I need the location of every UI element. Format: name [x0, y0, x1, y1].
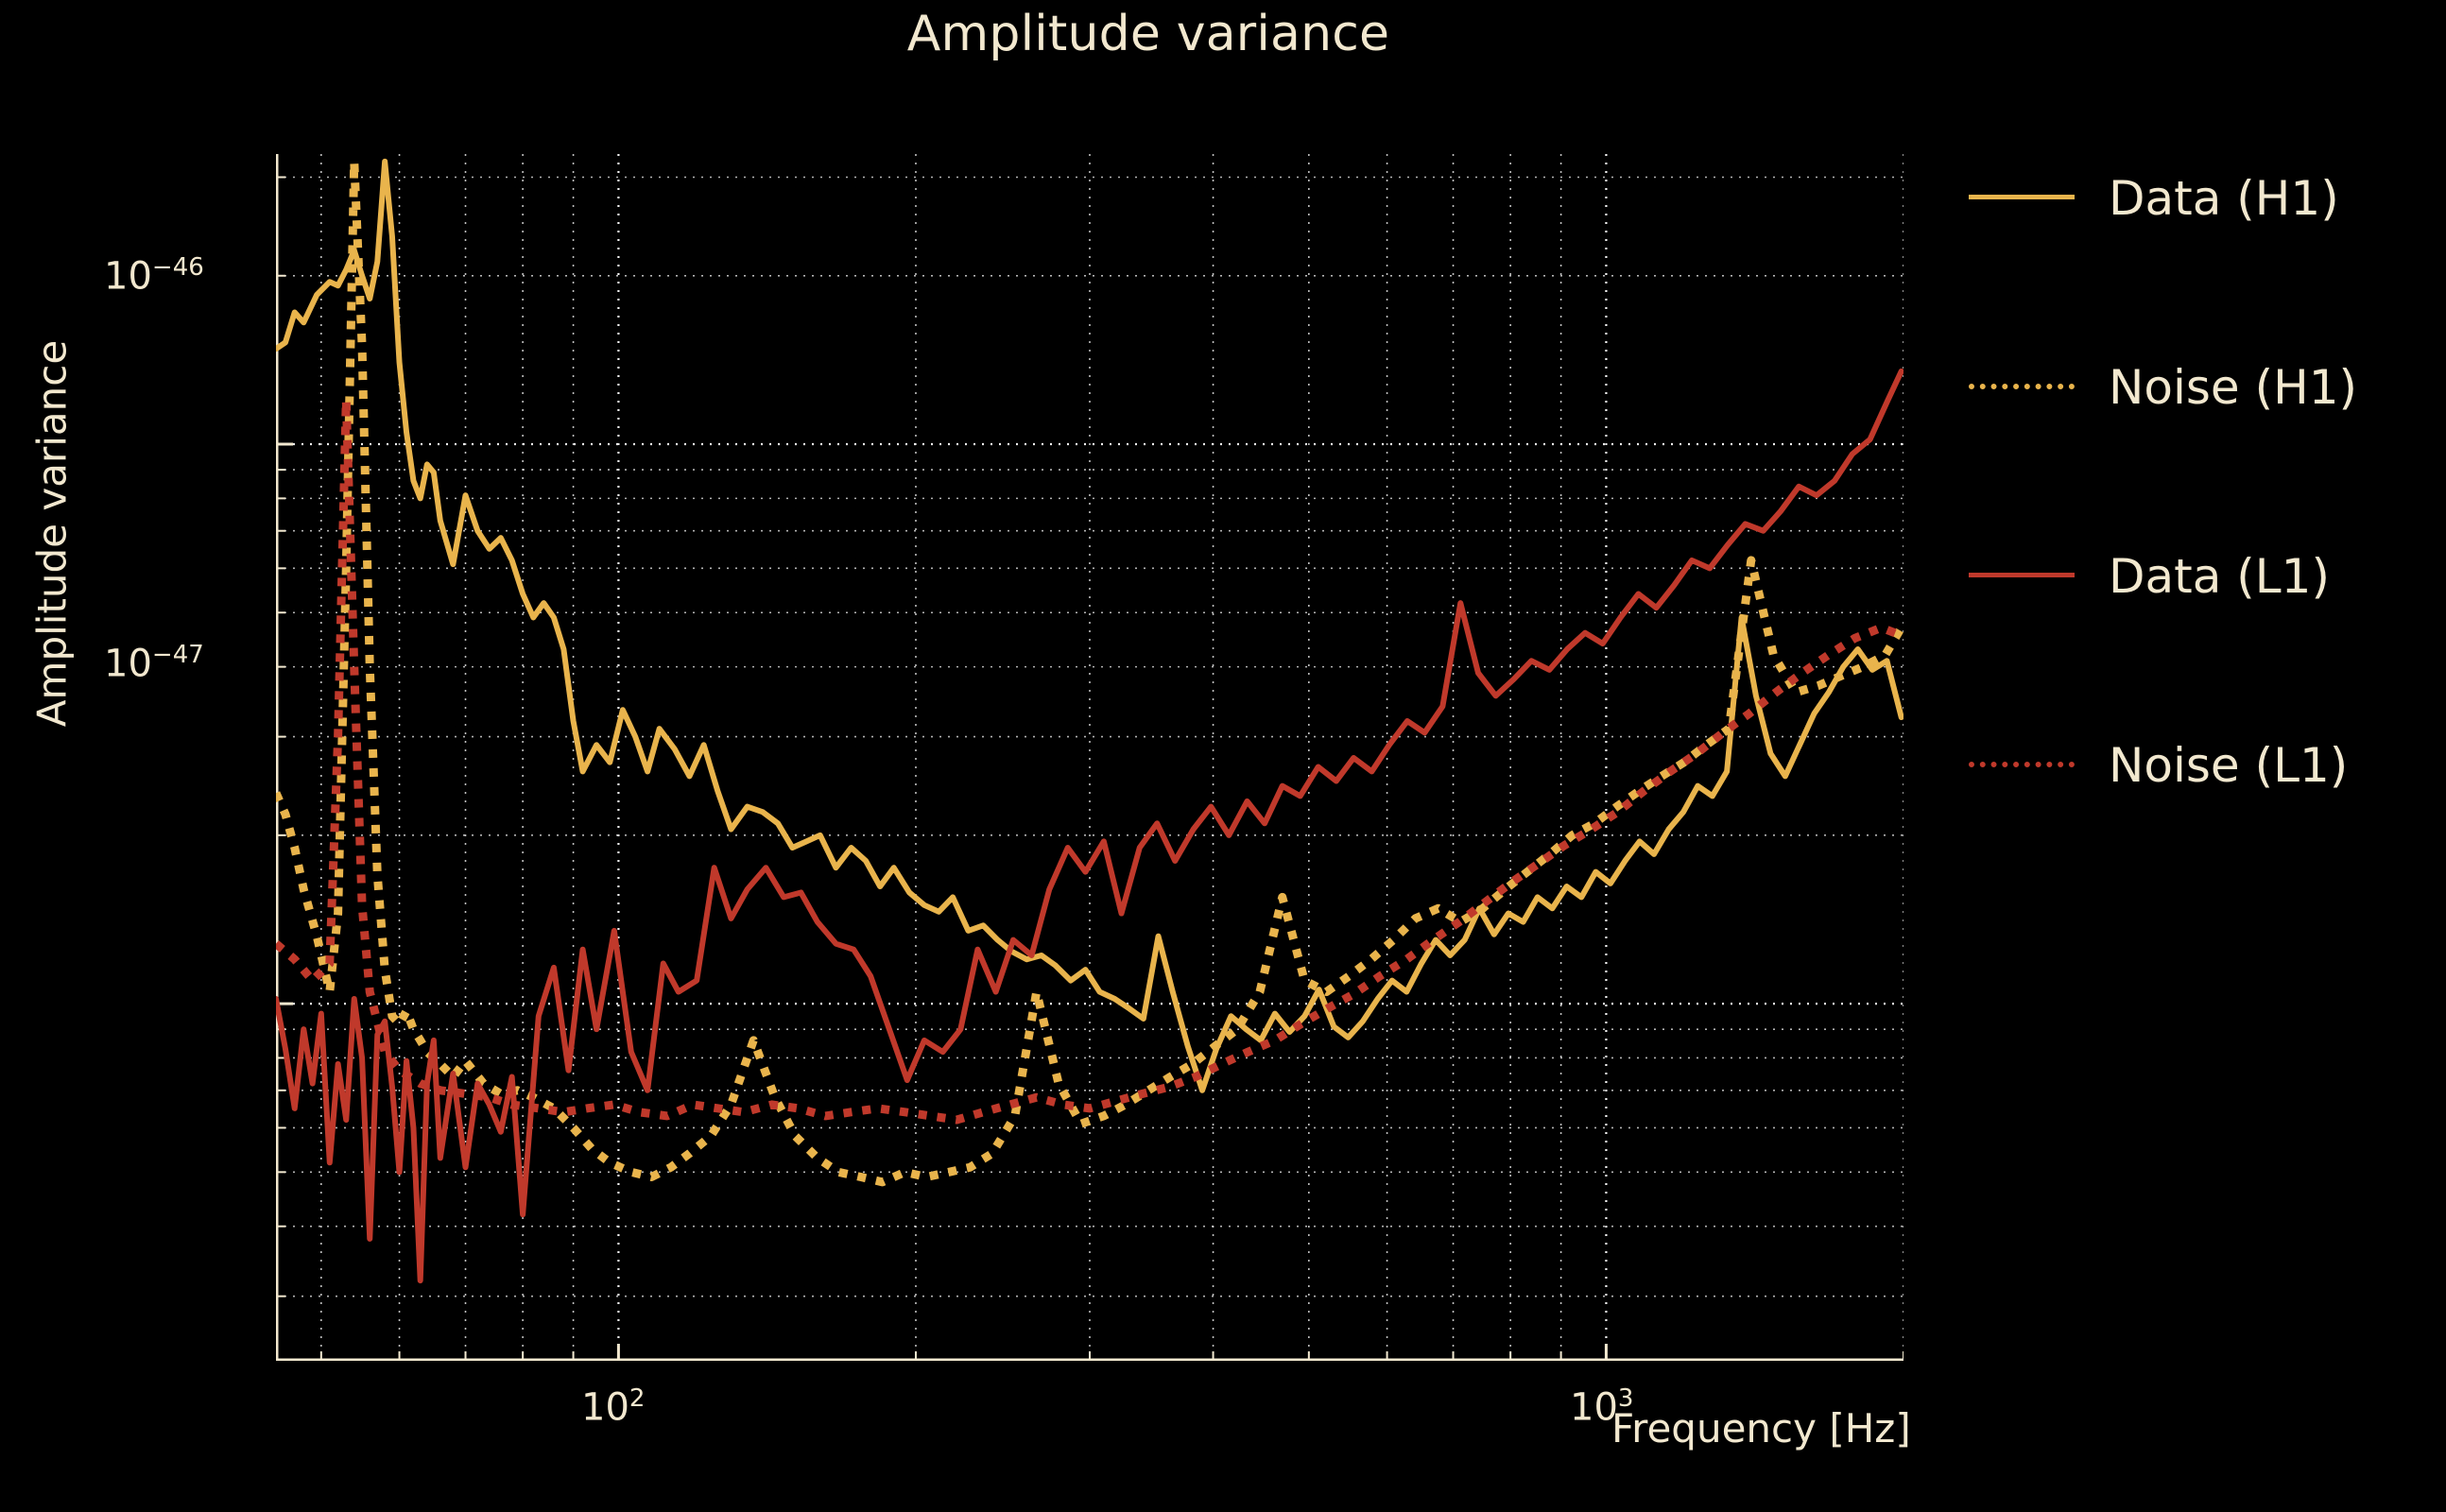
legend: Data (H1) Noise (H1) Data (L1) Noise (L1): [1969, 151, 2441, 1370]
legend-label-noise-h1: Noise (H1): [2109, 360, 2358, 415]
series-line-data-l1: [276, 368, 1903, 1284]
x-tick-label-1e2: 102: [581, 1384, 646, 1430]
legend-label-data-h1: Data (H1): [2109, 171, 2339, 226]
x-axis-label: Frequency [Hz]: [1611, 1405, 1911, 1452]
series-line-noise-l1: [276, 395, 1903, 1125]
x-tick-label-1e3: 103: [1570, 1384, 1634, 1430]
legend-label-noise-l1: Noise (L1): [2109, 738, 2349, 793]
legend-swatch-noise-h1: [1969, 384, 2075, 389]
y-axis-label: Amplitude variance: [28, 339, 76, 728]
plot-canvas: [276, 154, 1903, 1361]
axis-ticks: [276, 176, 1903, 1361]
chart-title: Amplitude variance: [906, 6, 1390, 62]
series-line-data-h1: [276, 158, 1903, 1093]
legend-swatch-data-h1: [1969, 195, 2075, 199]
y-tick-label-1e-46: 10−46: [104, 253, 204, 299]
legend-swatch-data-l1: [1969, 573, 2075, 577]
series-line-noise-h1: [276, 157, 1903, 1187]
plot-area: [276, 154, 1903, 1361]
y-tick-label-1e-47: 10−47: [104, 641, 204, 686]
legend-swatch-noise-l1: [1969, 762, 2075, 767]
legend-label-data-l1: Data (L1): [2109, 549, 2330, 604]
